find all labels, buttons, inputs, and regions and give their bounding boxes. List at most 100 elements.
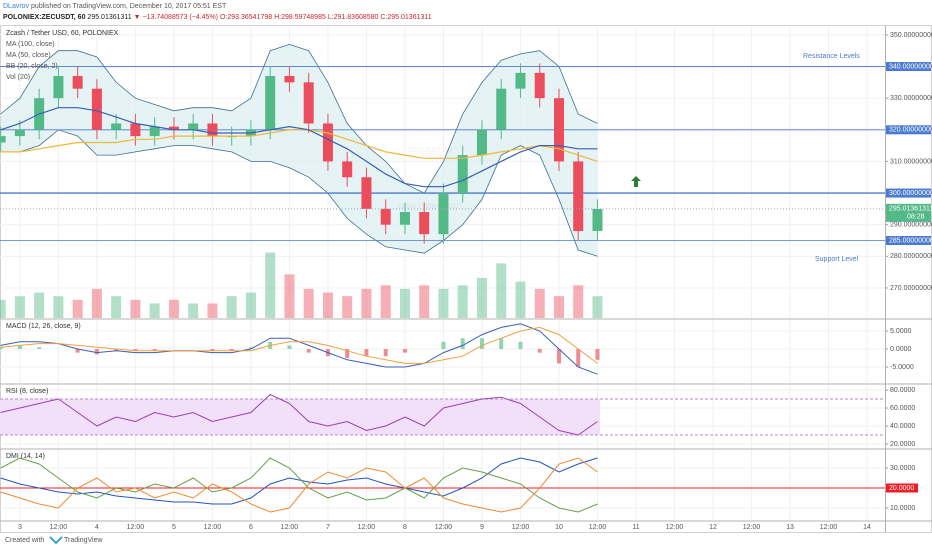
x-tick-label: 12:00: [589, 524, 607, 531]
x-tick-label: 7: [326, 524, 330, 531]
countdown: 08:28: [907, 214, 925, 221]
candle-body: [496, 88, 507, 130]
x-tick-label: 12:00: [50, 524, 68, 531]
y-tick-label: 330.00000000: [890, 95, 932, 102]
annotation: Resistance Levels: [803, 53, 860, 60]
histogram-bar: [75, 349, 80, 353]
x-tick-label: 12:00: [281, 524, 299, 531]
volume-bar: [265, 252, 276, 318]
legend-entry: Vol (20): [6, 74, 30, 81]
histogram-bar: [37, 347, 42, 350]
published: published on TradingView.com, December 1…: [31, 3, 227, 10]
volume-bar: [226, 296, 237, 318]
series-line: [0, 129, 598, 162]
bb-upper: [0, 43, 598, 194]
series-line: [0, 326, 598, 364]
histogram-bar: [17, 345, 22, 350]
panel-title: RSI (8, close): [6, 388, 48, 395]
x-tick-label: 12: [709, 524, 717, 531]
candle-body: [553, 98, 564, 162]
volume-bar: [111, 296, 122, 318]
h-line-tag: [886, 483, 918, 493]
volume-bar: [130, 299, 141, 318]
y-tick-label: -5.0000: [890, 364, 914, 371]
legend-entry: MA (100, close): [6, 41, 55, 48]
ohlc: C:295.01361311: [380, 14, 431, 21]
author[interactable]: DLavrov: [3, 3, 30, 10]
x-tick-label: 12:00: [358, 524, 376, 531]
volume-bar: [14, 296, 25, 318]
plots: 350.00000000 340.00000000 330.00000000 320.…: [0, 27, 932, 531]
histogram-bar: [152, 349, 157, 351]
y-tick-label: 280.00000000: [890, 253, 932, 260]
candle-body: [534, 72, 545, 99]
volume-bar: [573, 285, 584, 318]
brand-logo: [49, 536, 63, 545]
histogram-bar: [229, 349, 234, 351]
volume-bar: [496, 263, 507, 318]
volume-bar: [0, 299, 6, 318]
watermark: ZECUSDT, 60: [408, 147, 452, 154]
y-tick-label: 290.00000000: [890, 222, 932, 229]
histogram-bar: [364, 349, 369, 357]
level-label: 340.00000000: [889, 63, 932, 70]
level-label: 320.00000000: [889, 127, 932, 134]
x-tick-label: 14: [863, 524, 871, 531]
candle-body: [111, 123, 122, 130]
candle-body: [303, 82, 314, 124]
quote-line: POLONIEX:ZECUSDT, 60 295.01361311 ▼ −13.…: [3, 14, 432, 21]
panel-title: MACD (12, 26, close, 9): [6, 323, 81, 330]
histogram-bar: [0, 347, 3, 350]
histogram-bar: [460, 338, 465, 350]
y-tick-label: 20.0000: [890, 441, 915, 448]
series-line: [0, 457, 598, 513]
x-tick-label: 12:00: [204, 524, 222, 531]
histogram-bar: [210, 349, 215, 351]
volume-bar: [419, 285, 430, 318]
volume-bar: [438, 288, 449, 318]
volume-bar: [207, 303, 218, 318]
symbol: POLONIEX:ZECUSDT, 60: [3, 14, 86, 21]
series-line: [0, 393, 598, 436]
histogram-bar: [537, 349, 542, 353]
volume-bar: [457, 285, 468, 318]
x-tick-label: 4: [95, 524, 99, 531]
header-line: DLavrov published on TradingView.com, De…: [3, 3, 227, 10]
histogram-bar: [94, 349, 99, 355]
y-tick-label: 270.00000000: [890, 285, 932, 292]
candle-body: [91, 88, 102, 130]
y-tick-label: 10.0000: [890, 505, 915, 512]
y-tick-label: 350.00000000: [890, 32, 932, 39]
y-tick-label: 310.00000000: [890, 158, 932, 165]
price: 295.01361311: [87, 14, 131, 21]
volume-bar: [592, 296, 603, 318]
candle-body: [0, 136, 6, 143]
volume-bar: [476, 277, 487, 318]
last-price-label: 295.01361311: [889, 206, 932, 213]
x-tick-label: 12:00: [512, 524, 530, 531]
volume-bar: [361, 288, 372, 318]
volume-bar: [303, 288, 314, 318]
histogram-bar: [248, 347, 253, 350]
candle-body: [130, 123, 141, 137]
panel-title: DMI (14, 14): [6, 453, 45, 460]
histogram-bar: [556, 349, 561, 364]
volume-bar: [149, 303, 160, 318]
candle-body: [53, 76, 64, 99]
histogram-bar: [133, 349, 138, 351]
candle-body: [322, 123, 333, 162]
change: ▼ −13.74088573 (−4.45%): [134, 14, 218, 21]
x-tick-label: 11: [632, 524, 639, 531]
up-arrow: [631, 176, 641, 187]
histogram-bar: [499, 338, 504, 350]
x-tick-label: 6: [249, 524, 253, 531]
candle-body: [457, 155, 468, 194]
volume-bar: [34, 292, 45, 318]
footer-brand[interactable]: TradingView: [64, 537, 103, 544]
x-tick-label: 12:00: [743, 524, 761, 531]
x-tick-label: 10: [555, 524, 563, 531]
volume-bar: [168, 299, 179, 318]
volume-bar: [188, 303, 199, 318]
y-tick-label: 0.0000: [890, 346, 912, 353]
x-tick-label: 12:00: [435, 524, 453, 531]
